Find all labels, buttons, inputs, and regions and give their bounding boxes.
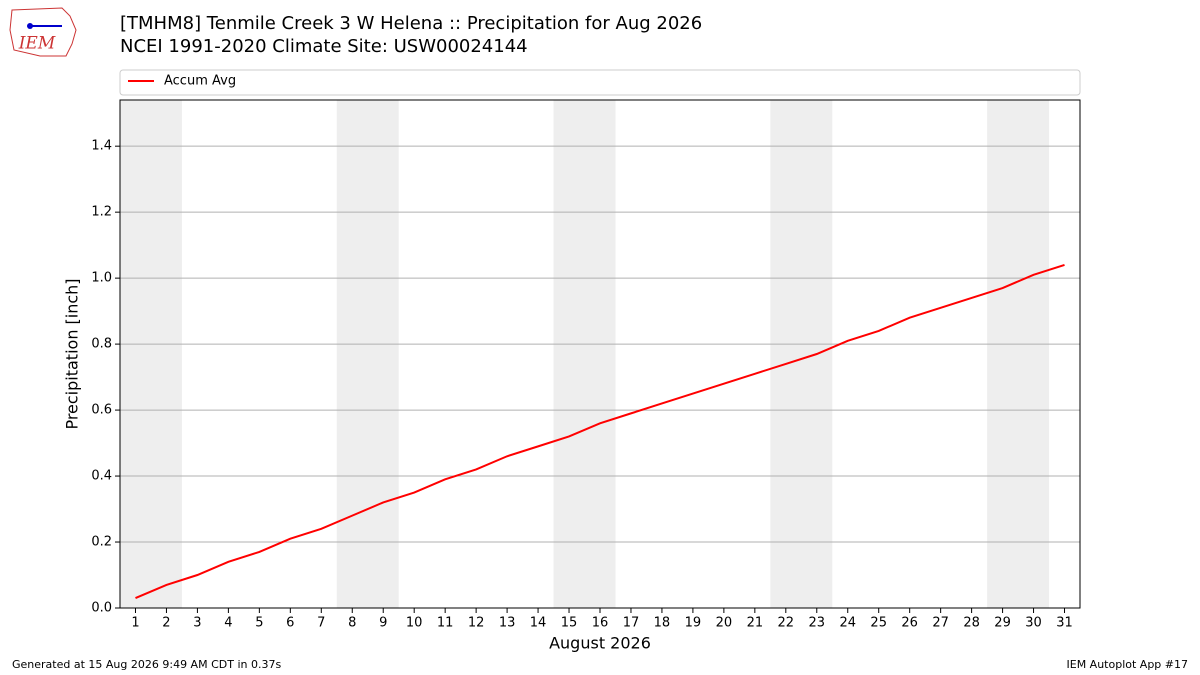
- y-tick-label: 1.2: [91, 205, 112, 220]
- x-tick-label: 20: [716, 616, 733, 631]
- chart-subtitle: NCEI 1991-2020 Climate Site: USW00024144: [120, 36, 528, 57]
- x-tick-label: 18: [654, 616, 671, 631]
- x-tick-label: 7: [317, 616, 325, 631]
- x-tick-label: 26: [901, 616, 918, 631]
- x-tick-label: 22: [778, 616, 795, 631]
- x-tick-label: 9: [379, 616, 387, 631]
- plot-frame: [119, 99, 1081, 609]
- x-tick-label: 28: [963, 616, 980, 631]
- line-series: [135, 263, 1065, 600]
- x-tick-label: 17: [623, 616, 640, 631]
- x-tick-label: 29: [994, 616, 1011, 631]
- x-tick-label: 31: [1056, 616, 1073, 631]
- y-tick-label: 1.4: [91, 139, 112, 154]
- x-tick-label: 30: [1025, 616, 1042, 631]
- x-tick-label: 16: [592, 616, 609, 631]
- weekend-shade: [987, 100, 1050, 608]
- y-tick-label: 0.6: [91, 403, 112, 418]
- x-tick-label: 11: [437, 616, 454, 631]
- x-tick-label: 12: [468, 616, 485, 631]
- chart-title: [TMHM8] Tenmile Creek 3 W Helena :: Prec…: [120, 13, 702, 34]
- logo-text: IEM: [18, 34, 56, 54]
- x-tick-label: 8: [348, 616, 356, 631]
- x-tick-label: 21: [747, 616, 764, 631]
- weekend-shade: [120, 100, 182, 608]
- x-tick-label: 19: [685, 616, 702, 631]
- x-tick-label: 5: [255, 616, 263, 631]
- y-tick-label: 1.0: [91, 271, 112, 286]
- y-tick-label: 0.8: [91, 337, 112, 352]
- x-axis-label: August 2026: [549, 634, 651, 653]
- y-axis-label: Precipitation [inch]: [63, 278, 82, 429]
- legend-box: [119, 69, 1081, 96]
- x-tick-label: 14: [530, 616, 547, 631]
- y-tick-label: 0.2: [91, 535, 112, 550]
- weekend-shade: [553, 100, 616, 608]
- x-tick-label: 23: [809, 616, 826, 631]
- x-tick-label: 13: [499, 616, 516, 631]
- x-tick-label: 1: [131, 616, 139, 631]
- x-tick-label: 3: [193, 616, 201, 631]
- x-tick-label: 15: [561, 616, 578, 631]
- weekend-shade: [770, 100, 833, 608]
- logo: IEM: [9, 7, 77, 57]
- x-tick-label: 25: [870, 616, 887, 631]
- x-tick-label: 4: [224, 616, 232, 631]
- x-tick-label: 2: [162, 616, 170, 631]
- footer-left: Generated at 15 Aug 2026 9:49 AM CDT in …: [12, 658, 281, 671]
- x-tick-label: 6: [286, 616, 294, 631]
- y-tick-label: 0.0: [91, 601, 112, 616]
- x-tick-label: 24: [839, 616, 856, 631]
- x-tick-label: 10: [406, 616, 423, 631]
- footer-right: IEM Autoplot App #17: [1067, 658, 1189, 671]
- y-tick-label: 0.4: [91, 469, 112, 484]
- weekend-shade: [336, 100, 399, 608]
- x-tick-label: 27: [932, 616, 949, 631]
- legend-label: Accum Avg: [164, 74, 236, 89]
